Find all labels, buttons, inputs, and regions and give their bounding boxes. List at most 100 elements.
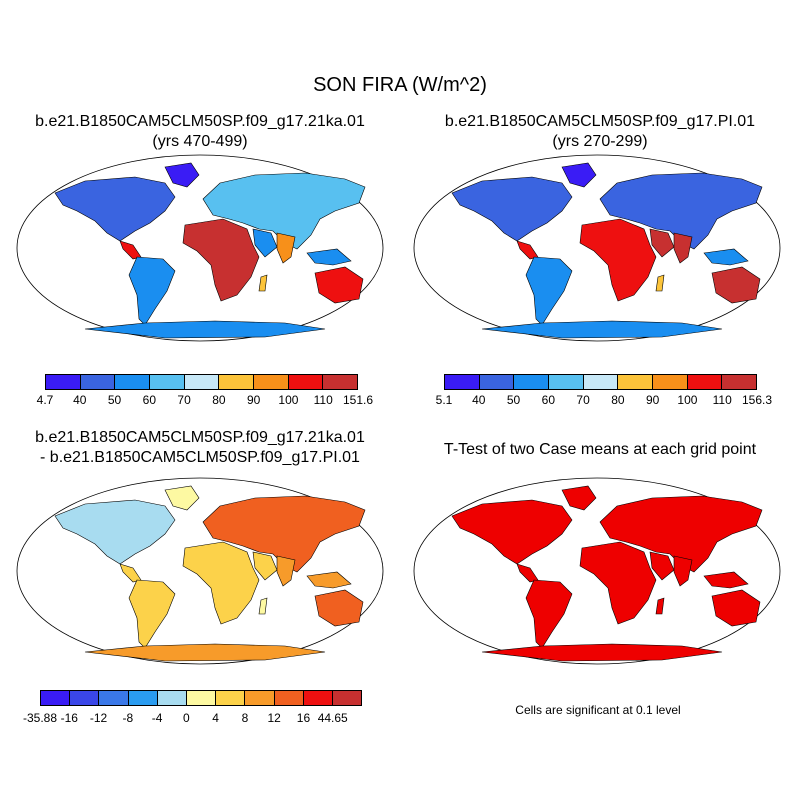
india-region bbox=[673, 232, 693, 264]
colorbar-tick-label: 60 bbox=[541, 393, 556, 407]
panel-title-line2: (yrs 470-499) bbox=[152, 133, 248, 150]
colorbar-tick-label: 16 bbox=[296, 711, 311, 725]
arabia-region bbox=[252, 228, 278, 258]
madagascar-region bbox=[258, 274, 268, 292]
arabia-region bbox=[649, 228, 675, 258]
panel-title-bottom-right: T-Test of two Case means at each grid po… bbox=[443, 441, 757, 458]
colorbar-tick-label: 90 bbox=[645, 393, 660, 407]
antarctica-region bbox=[481, 643, 723, 662]
colorbar-segment bbox=[157, 691, 187, 705]
panel-title-line1: b.e21.B1850CAM5CLM50SP.f09_g17.PI.01 bbox=[444, 113, 756, 130]
north-america-region bbox=[451, 176, 573, 242]
colorbar-segment bbox=[254, 375, 289, 389]
africa-region bbox=[579, 218, 657, 302]
panel-title-line2: - b.e21.B1850CAM5CLM50SP.f09_g17.PI.01 bbox=[40, 449, 360, 466]
eurasia-region bbox=[202, 495, 366, 573]
colorbar-tick-label: 40 bbox=[73, 393, 87, 407]
southeast-asia-region bbox=[306, 248, 352, 266]
colorbar-segment bbox=[445, 375, 480, 389]
eurasia-region bbox=[202, 172, 366, 250]
eurasia-region bbox=[599, 495, 763, 573]
colorbar-segment bbox=[288, 375, 324, 389]
australia-region bbox=[711, 589, 761, 627]
colorbar-tick-label: 80 bbox=[212, 393, 226, 407]
colorbar-tick-label: 80 bbox=[611, 393, 625, 407]
colorbar-tick-label: 12 bbox=[267, 711, 281, 725]
main-title: SON FIRA (W/m^2) bbox=[313, 74, 487, 96]
colorbar-segment bbox=[323, 375, 358, 389]
colorbar-tick-label: -16 bbox=[60, 711, 78, 725]
panel-title-line1: b.e21.B1850CAM5CLM50SP.f09_g17.21ka.01 bbox=[35, 429, 365, 446]
colorbar-segment bbox=[115, 375, 151, 389]
colorbar-segment bbox=[245, 691, 275, 705]
colorbar-segment bbox=[99, 691, 129, 705]
colorbar-tick-label: 90 bbox=[246, 393, 261, 407]
colorbar-tick-label: -35.88 bbox=[22, 711, 58, 725]
madagascar-region bbox=[655, 597, 665, 615]
colorbar-tick-label: 5.1 bbox=[435, 393, 453, 407]
panel-title-top-right: b.e21.B1850CAM5CLM50SP.f09_g17.PI.01 (yr… bbox=[400, 112, 800, 152]
colorbar-top-left bbox=[45, 374, 358, 390]
colorbar-segment bbox=[46, 375, 81, 389]
greenland-region bbox=[561, 485, 597, 511]
colorbar-tick-label: 44.65 bbox=[317, 711, 348, 725]
greenland-region bbox=[561, 162, 597, 188]
colorbar-tick-label: 50 bbox=[506, 393, 521, 407]
colorbar-segment bbox=[618, 375, 654, 389]
greenland-region bbox=[164, 162, 200, 188]
significance-note: Cells are significant at 0.1 level bbox=[515, 703, 681, 717]
madagascar-region bbox=[258, 597, 268, 615]
map-bottom-left bbox=[16, 477, 384, 665]
colorbar-bottom-left bbox=[40, 690, 362, 706]
colorbar-tick-label: -8 bbox=[122, 711, 134, 725]
antarctica-region bbox=[84, 643, 326, 662]
colorbar-tick-label: 4 bbox=[212, 711, 219, 725]
africa-region bbox=[579, 541, 657, 625]
antarctica-region bbox=[481, 320, 723, 339]
arabia-region bbox=[252, 551, 278, 581]
australia-region bbox=[314, 266, 364, 304]
southeast-asia-region bbox=[306, 571, 352, 589]
colorbar-segment bbox=[184, 375, 220, 389]
southeast-asia-region bbox=[703, 248, 749, 266]
colorbar-tick-label: 70 bbox=[576, 393, 590, 407]
colorbar-tick-label: -4 bbox=[151, 711, 163, 725]
colorbar-segment bbox=[479, 375, 515, 389]
colorbar-tick-label: 60 bbox=[142, 393, 157, 407]
arabia-region bbox=[649, 551, 675, 581]
colorbar-segment bbox=[722, 375, 757, 389]
africa-region bbox=[182, 541, 260, 625]
colorbar-segment bbox=[219, 375, 255, 389]
colorbar-segment bbox=[514, 375, 550, 389]
colorbar-tick-label: 100 bbox=[278, 393, 299, 407]
colorbar-tick-label: 156.3 bbox=[741, 393, 773, 407]
north-america-region bbox=[451, 499, 573, 565]
panel-title-bottom-left: b.e21.B1850CAM5CLM50SP.f09_g17.21ka.01 -… bbox=[0, 428, 400, 468]
north-america-region bbox=[54, 176, 176, 242]
southeast-asia-region bbox=[703, 571, 749, 589]
colorbar-tick-label: 110 bbox=[313, 393, 333, 407]
panel-title-line1: b.e21.B1850CAM5CLM50SP.f09_g17.21ka.01 bbox=[35, 113, 365, 130]
colorbar-segment bbox=[128, 691, 158, 705]
colorbar-segment bbox=[216, 691, 246, 705]
india-region bbox=[673, 555, 693, 587]
colorbar-labels-top-right: 5.1 40 50 60 70 80 90 100 110 156.3 bbox=[436, 393, 772, 409]
colorbar-segment bbox=[41, 691, 71, 705]
colorbar-segment bbox=[332, 691, 362, 705]
south-america-region bbox=[525, 579, 573, 649]
colorbar-tick-label: -12 bbox=[89, 711, 108, 725]
colorbar-segment bbox=[549, 375, 584, 389]
madagascar-region bbox=[655, 274, 665, 292]
map-bottom-right bbox=[413, 477, 781, 665]
colorbar-segment bbox=[186, 691, 217, 705]
colorbar-tick-label: 4.7 bbox=[36, 393, 54, 407]
colorbar-segment bbox=[303, 691, 333, 705]
panel-title-line2: (yrs 270-299) bbox=[552, 133, 648, 150]
colorbar-tick-label: 50 bbox=[107, 393, 122, 407]
colorbar-tick-label: 100 bbox=[677, 393, 698, 407]
colorbar-labels-bottom-left: -35.88 -16 -12 -8 -4 0 4 8 12 16 44.65 bbox=[23, 711, 362, 727]
eurasia-region bbox=[599, 172, 763, 250]
india-region bbox=[276, 232, 296, 264]
greenland-region bbox=[164, 485, 200, 511]
colorbar-tick-label: 70 bbox=[177, 393, 191, 407]
